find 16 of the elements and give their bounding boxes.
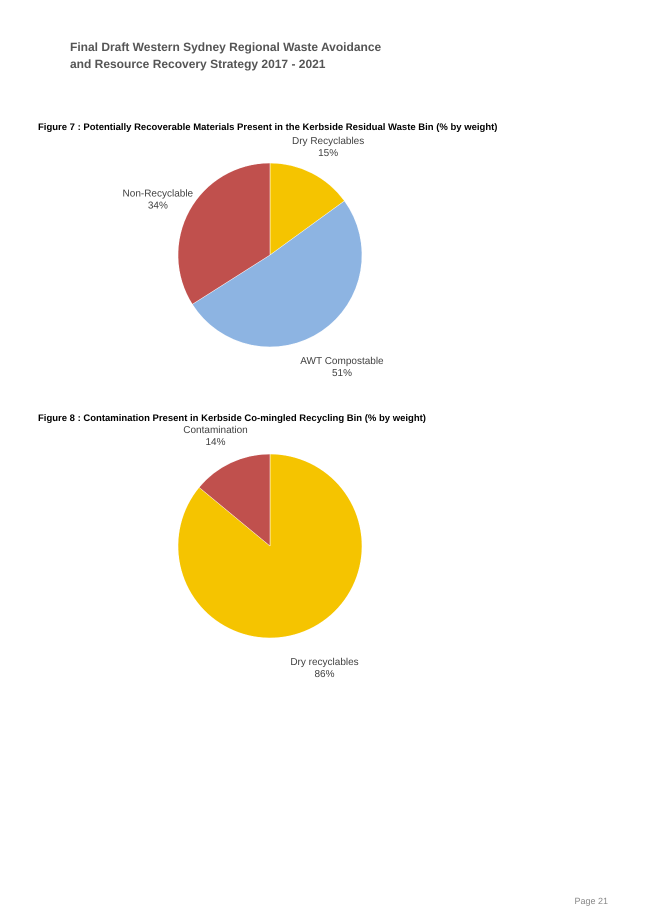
data-label: 14% xyxy=(205,437,226,448)
data-label: 86% xyxy=(314,668,335,680)
chart-title: Figure 8 : Contamination Present in Kerbside Co-mingled Recycling Bin (% by weight) xyxy=(38,413,426,424)
text: and Resource Recovery Strategy 2017 - 2021 xyxy=(70,57,326,71)
chart-title: Figure 7 : Potentially Recoverable Materials Present in the Kerbside Residual Waste Bin (% by weight) xyxy=(38,122,498,133)
data-label: 34% xyxy=(148,200,168,212)
slice-label: Dry recyclables xyxy=(290,656,359,668)
text: Final Draft Western Sydney Regional Waste Avoidance xyxy=(70,40,382,54)
slice-label: Dry Recyclables xyxy=(292,136,364,147)
slice-label: Non-Recyclable xyxy=(122,188,194,200)
data-label: 51% xyxy=(332,368,352,379)
text: Page 21 xyxy=(574,896,608,906)
slice-label: Contamination xyxy=(183,425,248,436)
pie-slice xyxy=(178,454,362,638)
slice-label: AWT Compostable xyxy=(300,356,384,367)
data-label: 15% xyxy=(318,148,338,159)
